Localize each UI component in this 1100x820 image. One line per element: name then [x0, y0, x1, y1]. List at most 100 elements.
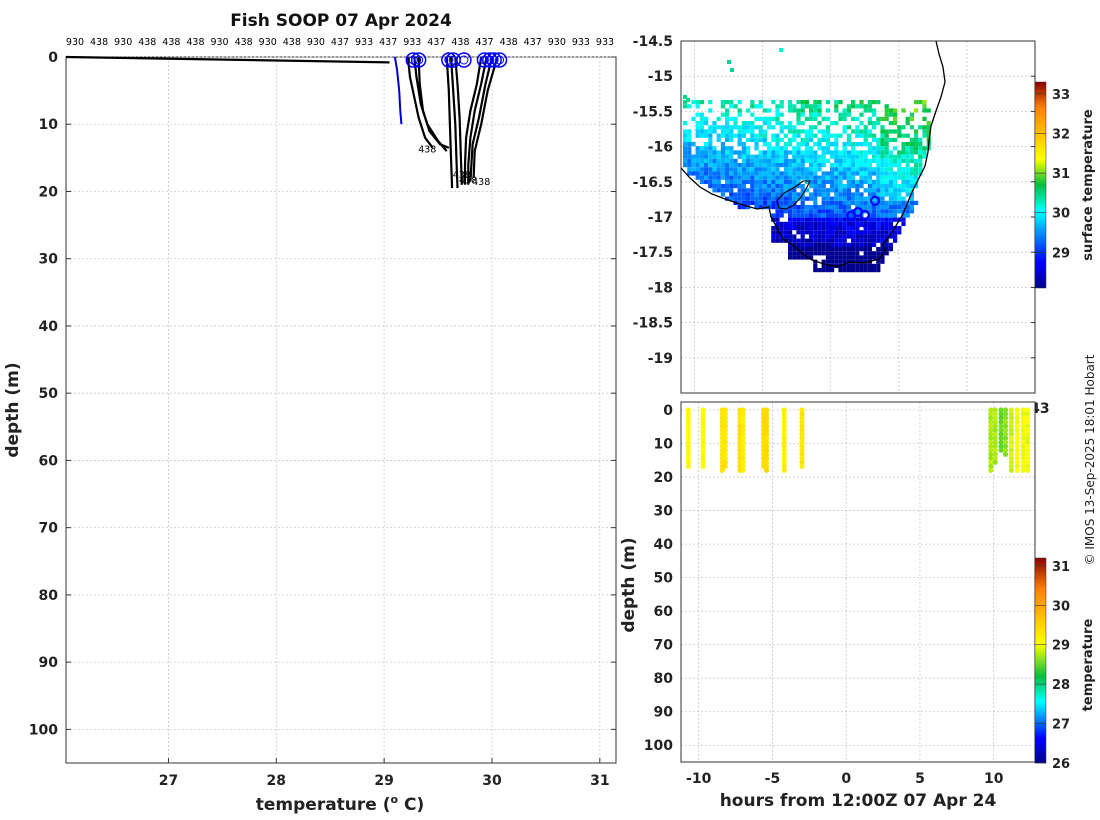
- sst-pixel: [842, 116, 847, 121]
- sst-pixel: [851, 100, 856, 105]
- sst-pixel: [758, 158, 763, 163]
- surface-marker-inner: [444, 55, 454, 65]
- section-point: [722, 415, 728, 421]
- sst-pixel: [876, 247, 881, 252]
- sst-pixel: [720, 150, 725, 155]
- sst-pixel: [838, 175, 843, 180]
- sst-pixel: [859, 230, 864, 235]
- sst-pixel: [888, 205, 893, 210]
- cast-code-label: 930: [259, 37, 277, 48]
- sst-pixel: [813, 171, 818, 176]
- sst-pixel: [897, 133, 902, 138]
- sst-pixel: [893, 121, 898, 126]
- section-point: [740, 415, 746, 421]
- sst-pixel: [884, 129, 889, 134]
- sst-pixel: [729, 104, 734, 109]
- sst-pixel: [838, 205, 843, 210]
- section-point: [799, 407, 805, 413]
- sst-pixel: [867, 158, 872, 163]
- sst-pixel: [884, 230, 889, 235]
- sst-pixel: [859, 121, 864, 126]
- sst-pixel: [758, 200, 763, 205]
- sst-pixel: [762, 129, 767, 134]
- sst-pixel: [851, 142, 856, 147]
- sst-pixel: [905, 213, 910, 218]
- sst-pixel: [825, 209, 830, 214]
- sst-pixel: [914, 184, 919, 189]
- sst-pixel: [758, 167, 763, 172]
- sst-pixel: [888, 200, 893, 205]
- sst-pixel: [686, 98, 690, 102]
- profile-x-tick-label: 31: [590, 773, 609, 789]
- sst-pixel: [909, 167, 914, 172]
- sst-pixel: [888, 192, 893, 197]
- sst-pixel: [893, 238, 898, 243]
- sst-pixel: [699, 167, 704, 172]
- section-point: [1014, 467, 1020, 473]
- sst-pixel: [725, 184, 730, 189]
- sst-pixel: [737, 129, 742, 134]
- sst-pixel: [813, 213, 818, 218]
- sst-pixel: [855, 217, 860, 222]
- sst-pixel: [867, 226, 872, 231]
- sst-pixel: [741, 154, 746, 159]
- sst-pixel: [708, 150, 713, 155]
- section-point: [1002, 431, 1009, 437]
- sst-pixel: [914, 142, 919, 147]
- sst-pixel: [779, 209, 784, 214]
- sst-pixel: [888, 179, 893, 184]
- sst-pixel: [771, 179, 776, 184]
- sst-pixel: [893, 188, 898, 193]
- section-point: [1014, 463, 1020, 469]
- profile-end-label: 438: [418, 144, 436, 155]
- sst-pixel: [779, 163, 784, 168]
- sst-pixel: [792, 158, 797, 163]
- sst-pixel: [762, 121, 767, 126]
- cast-code-label: 933: [596, 37, 614, 48]
- sst-pixel: [867, 116, 872, 121]
- sst-pixel: [872, 171, 877, 176]
- sst-pixel: [725, 108, 730, 113]
- sst-pixel: [846, 255, 851, 260]
- sst-pixel: [800, 226, 805, 231]
- section-point: [998, 447, 1004, 453]
- sst-pixel: [851, 213, 856, 218]
- sst-pixel: [884, 242, 889, 247]
- section-y-tick-label: 10: [654, 437, 674, 453]
- sst-pixel: [775, 108, 780, 113]
- sst-pixel: [880, 200, 885, 205]
- section-point: [1020, 459, 1026, 465]
- sst-pixel: [683, 121, 688, 126]
- sst-pixel: [729, 192, 734, 197]
- sst-pixel: [880, 146, 885, 151]
- sst-pixel: [817, 221, 822, 226]
- sst-pixel: [741, 175, 746, 180]
- sst-pixel: [783, 179, 788, 184]
- section-point: [998, 411, 1004, 417]
- sst-pixel: [792, 125, 797, 130]
- sst-pixel: [775, 188, 780, 193]
- sst-pixel: [821, 247, 826, 252]
- sst-pixel: [863, 242, 868, 247]
- sst-pixel: [859, 129, 864, 134]
- sst-pixel: [792, 242, 797, 247]
- sst-pixel: [804, 171, 809, 176]
- sst-pixel: [855, 247, 860, 252]
- sst-pixel: [846, 150, 851, 155]
- sst-pixel: [804, 255, 809, 260]
- sst-pixel: [821, 116, 826, 121]
- surface-marker: [482, 52, 498, 68]
- sst-pixel: [918, 167, 923, 172]
- sst-pixel: [834, 226, 839, 231]
- sst-pixel: [859, 175, 864, 180]
- sst-pixel: [821, 150, 826, 155]
- sst-pixel: [876, 146, 881, 151]
- section-point: [740, 423, 746, 429]
- sst-pixel: [695, 154, 700, 159]
- sst-pixel: [783, 184, 788, 189]
- sst-pixel: [750, 184, 755, 189]
- sst-pixel: [888, 196, 893, 201]
- sst-pixel: [830, 188, 835, 193]
- sst-pixel: [813, 100, 818, 105]
- section-point: [1014, 455, 1020, 461]
